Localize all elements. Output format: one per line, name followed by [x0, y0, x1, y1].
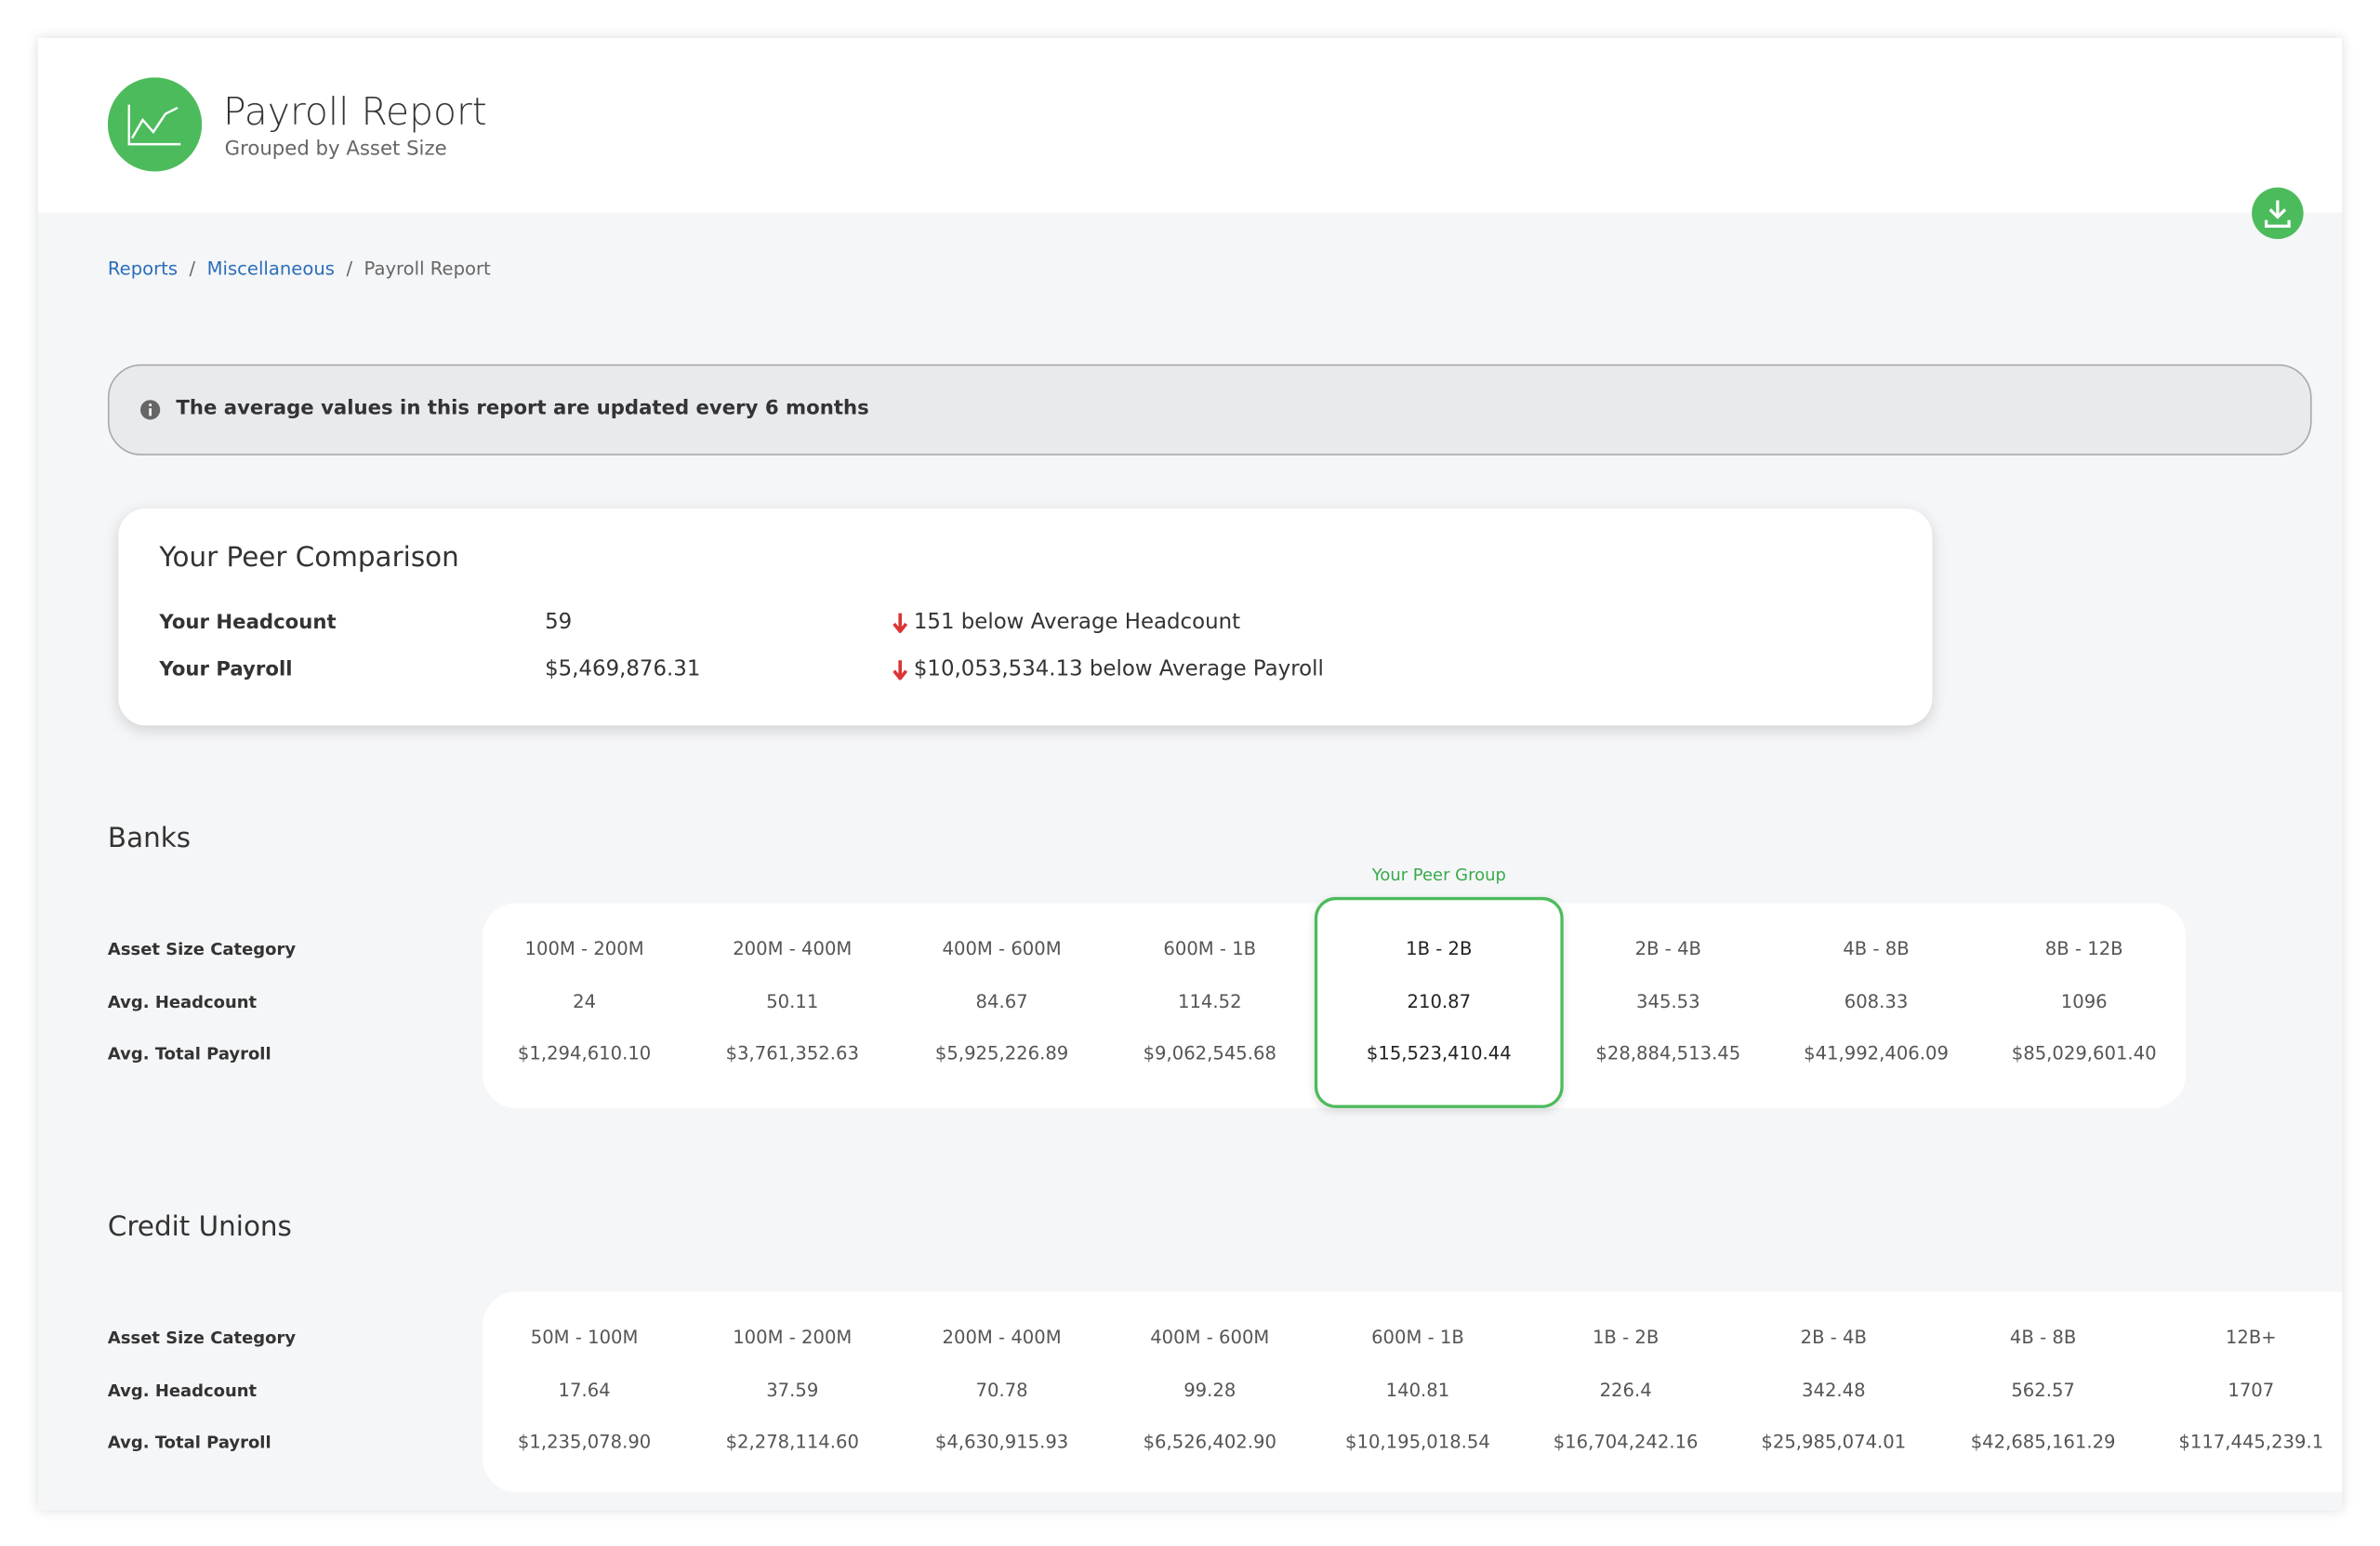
table-cell: 100M - 200M	[733, 1326, 853, 1348]
row-label: Asset Size Category	[107, 939, 297, 959]
breadcrumb: Reports / Miscellaneous / Payroll Report	[107, 258, 491, 280]
table-cell: 50M - 100M	[530, 1326, 639, 1348]
table-cell: $10,195,018.54	[1345, 1431, 1490, 1453]
table-cell: 37.59	[766, 1380, 819, 1401]
table-cell: $85,029,601.40	[2011, 1042, 2157, 1064]
report-icon	[107, 77, 203, 172]
breadcrumb-link[interactable]: Reports	[107, 258, 178, 280]
table-cell: 50.11	[766, 991, 819, 1013]
table-cell: 600M - 1B	[1371, 1326, 1464, 1348]
table-cell: 400M - 600M	[942, 938, 1062, 959]
table-cell: $25,985,074.01	[1761, 1431, 1907, 1453]
row-label: Asset Size Category	[107, 1328, 297, 1348]
down-arrow	[892, 610, 908, 635]
table-cell: 4B - 8B	[1843, 938, 1910, 959]
table-cell: 100M - 200M	[524, 938, 644, 959]
subtitle: Grouped by Asset Size	[224, 138, 447, 162]
table-cell: 345.53	[1636, 991, 1700, 1013]
peer-delta: 151 below Average Headcount	[913, 610, 1241, 635]
row-label: Avg. Headcount	[107, 992, 258, 1013]
table-cell: 140.81	[1385, 1380, 1450, 1401]
table-cell: $3,761,352.63	[725, 1042, 859, 1064]
peer-title: Your Peer Comparison	[159, 541, 459, 575]
table-cell: $41,992,406.09	[1804, 1042, 1949, 1064]
table-cell: $1,294,610.10	[517, 1042, 652, 1064]
table-cell: 2B - 4B	[1634, 938, 1702, 959]
table-cell: $4,630,915.93	[934, 1431, 1069, 1453]
table-cell: 8B - 12B	[2044, 938, 2123, 959]
info-icon	[140, 400, 161, 420]
table-cell: 24	[573, 991, 597, 1013]
peer-label: Your Headcount	[159, 611, 337, 635]
download-button[interactable]	[2251, 187, 2304, 240]
table-cell: $15,523,410.44	[1366, 1042, 1512, 1064]
table-cell: $1,235,078.90	[517, 1431, 652, 1453]
peer-group-highlight	[1314, 896, 1564, 1108]
table-cell: $117,445,239.1	[2178, 1431, 2324, 1453]
table-cell: 99.28	[1183, 1380, 1236, 1401]
table-cell: 200M - 400M	[942, 1326, 1062, 1348]
table-cell: $2,278,114.60	[725, 1431, 859, 1453]
header: Payroll Report Grouped by Asset Size	[37, 37, 2343, 213]
table-cell: 1B - 2B	[1592, 1326, 1659, 1348]
table-cell: 114.52	[1177, 991, 1242, 1013]
table-cell: 600M - 1B	[1163, 938, 1257, 959]
table-cell: 400M - 600M	[1150, 1326, 1270, 1348]
row-label: Avg. Total Payroll	[107, 1433, 271, 1453]
breadcrumb-link[interactable]: Miscellaneous	[206, 258, 335, 280]
table-cell: $5,925,226.89	[934, 1042, 1069, 1064]
table-cell: 17.64	[558, 1380, 611, 1401]
peer-delta: $10,053,534.13 below Average Payroll	[913, 656, 1324, 682]
breadcrumb-current: Payroll Report	[364, 258, 491, 280]
table-cell: 200M - 400M	[733, 938, 853, 959]
table-panel	[483, 1291, 2343, 1492]
title: Payroll Report	[223, 89, 487, 134]
table-cell: 342.48	[1802, 1380, 1866, 1401]
peer-comparison: Your Peer Comparison Your Headcount 59 151…	[118, 508, 1933, 726]
peer-value: 59	[545, 610, 573, 635]
table-cell: 608.33	[1844, 991, 1909, 1013]
table-cell: 12B+	[2225, 1326, 2277, 1348]
table-cell: 1707	[2228, 1380, 2275, 1401]
section-title: Credit Unions	[107, 1210, 292, 1244]
notice-text: The average values in this report are up…	[176, 397, 869, 421]
table-cell: 210.87	[1407, 991, 1472, 1013]
table-cell: $6,526,402.90	[1143, 1431, 1276, 1453]
table-cell: 70.78	[975, 1380, 1028, 1401]
table-cell: 226.4	[1599, 1380, 1652, 1401]
peer-value: $5,469,876.31	[545, 656, 701, 682]
notice: The average values in this report are up…	[107, 363, 2312, 456]
table-cell: $28,884,513.45	[1595, 1042, 1741, 1064]
row-label: Avg. Total Payroll	[107, 1044, 271, 1064]
row-label: Avg. Headcount	[107, 1381, 258, 1401]
table-cell: $9,062,545.68	[1143, 1042, 1276, 1064]
section-title: Banks	[107, 822, 192, 855]
peer-label: Your Payroll	[159, 658, 293, 682]
table-cell: 4B - 8B	[2009, 1326, 2077, 1348]
table-cell: 84.67	[975, 991, 1028, 1013]
report-card: Payroll Report Grouped by Asset Size Rep…	[37, 37, 2343, 1511]
table-cell: $16,704,242.16	[1553, 1431, 1699, 1453]
table-cell: 1096	[2060, 991, 2108, 1013]
down-arrow	[892, 657, 908, 681]
table-cell: 2B - 4B	[1800, 1326, 1867, 1348]
table-cell: 562.57	[2011, 1380, 2075, 1401]
table-cell: 1B - 2B	[1406, 938, 1473, 959]
table-cell: $42,685,161.29	[1970, 1431, 2116, 1453]
peer-group-label: Your Peer Group	[1371, 865, 1506, 885]
